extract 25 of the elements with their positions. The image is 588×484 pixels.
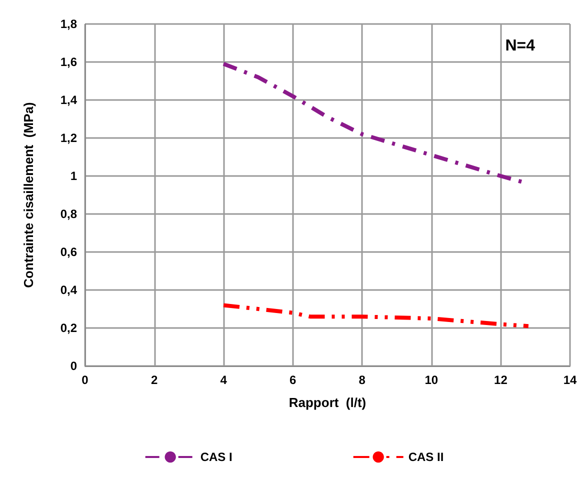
x-tick-label: 6 — [290, 373, 297, 387]
y-tick-label: 0,8 — [60, 207, 78, 221]
line-series — [222, 62, 524, 184]
y-tick-label: 0,2 — [60, 321, 78, 335]
x-tick-label: 10 — [424, 373, 438, 387]
x-tick-label: 0 — [82, 373, 89, 387]
y-tick-label: 1,8 — [60, 17, 78, 31]
x-tick-label: 4 — [220, 373, 228, 387]
y-tick-label: 1 — [70, 169, 78, 183]
legend-label: CAS II — [408, 450, 444, 464]
x-tick-label: 12 — [494, 373, 508, 387]
y-axis-title: Contrainte cisaillement (MPa) — [21, 102, 36, 288]
y-tick-label: 1,6 — [60, 55, 78, 69]
y-tick-label: 0,4 — [60, 283, 78, 297]
legend-label: CAS I — [200, 450, 232, 464]
x-tick-label: 2 — [150, 373, 158, 387]
annotation: N=4 — [505, 38, 536, 54]
line-series — [222, 303, 530, 328]
x-tick-label: 8 — [358, 373, 366, 387]
x-tick-label: 14 — [563, 373, 577, 387]
y-tick-label: 1,4 — [60, 93, 78, 107]
y-tick-label: 0,6 — [60, 245, 78, 259]
y-tick-label: 1,2 — [60, 131, 78, 145]
y-tick-label: 0 — [70, 359, 78, 373]
x-axis-title: Rapport (l/t) — [288, 395, 366, 410]
